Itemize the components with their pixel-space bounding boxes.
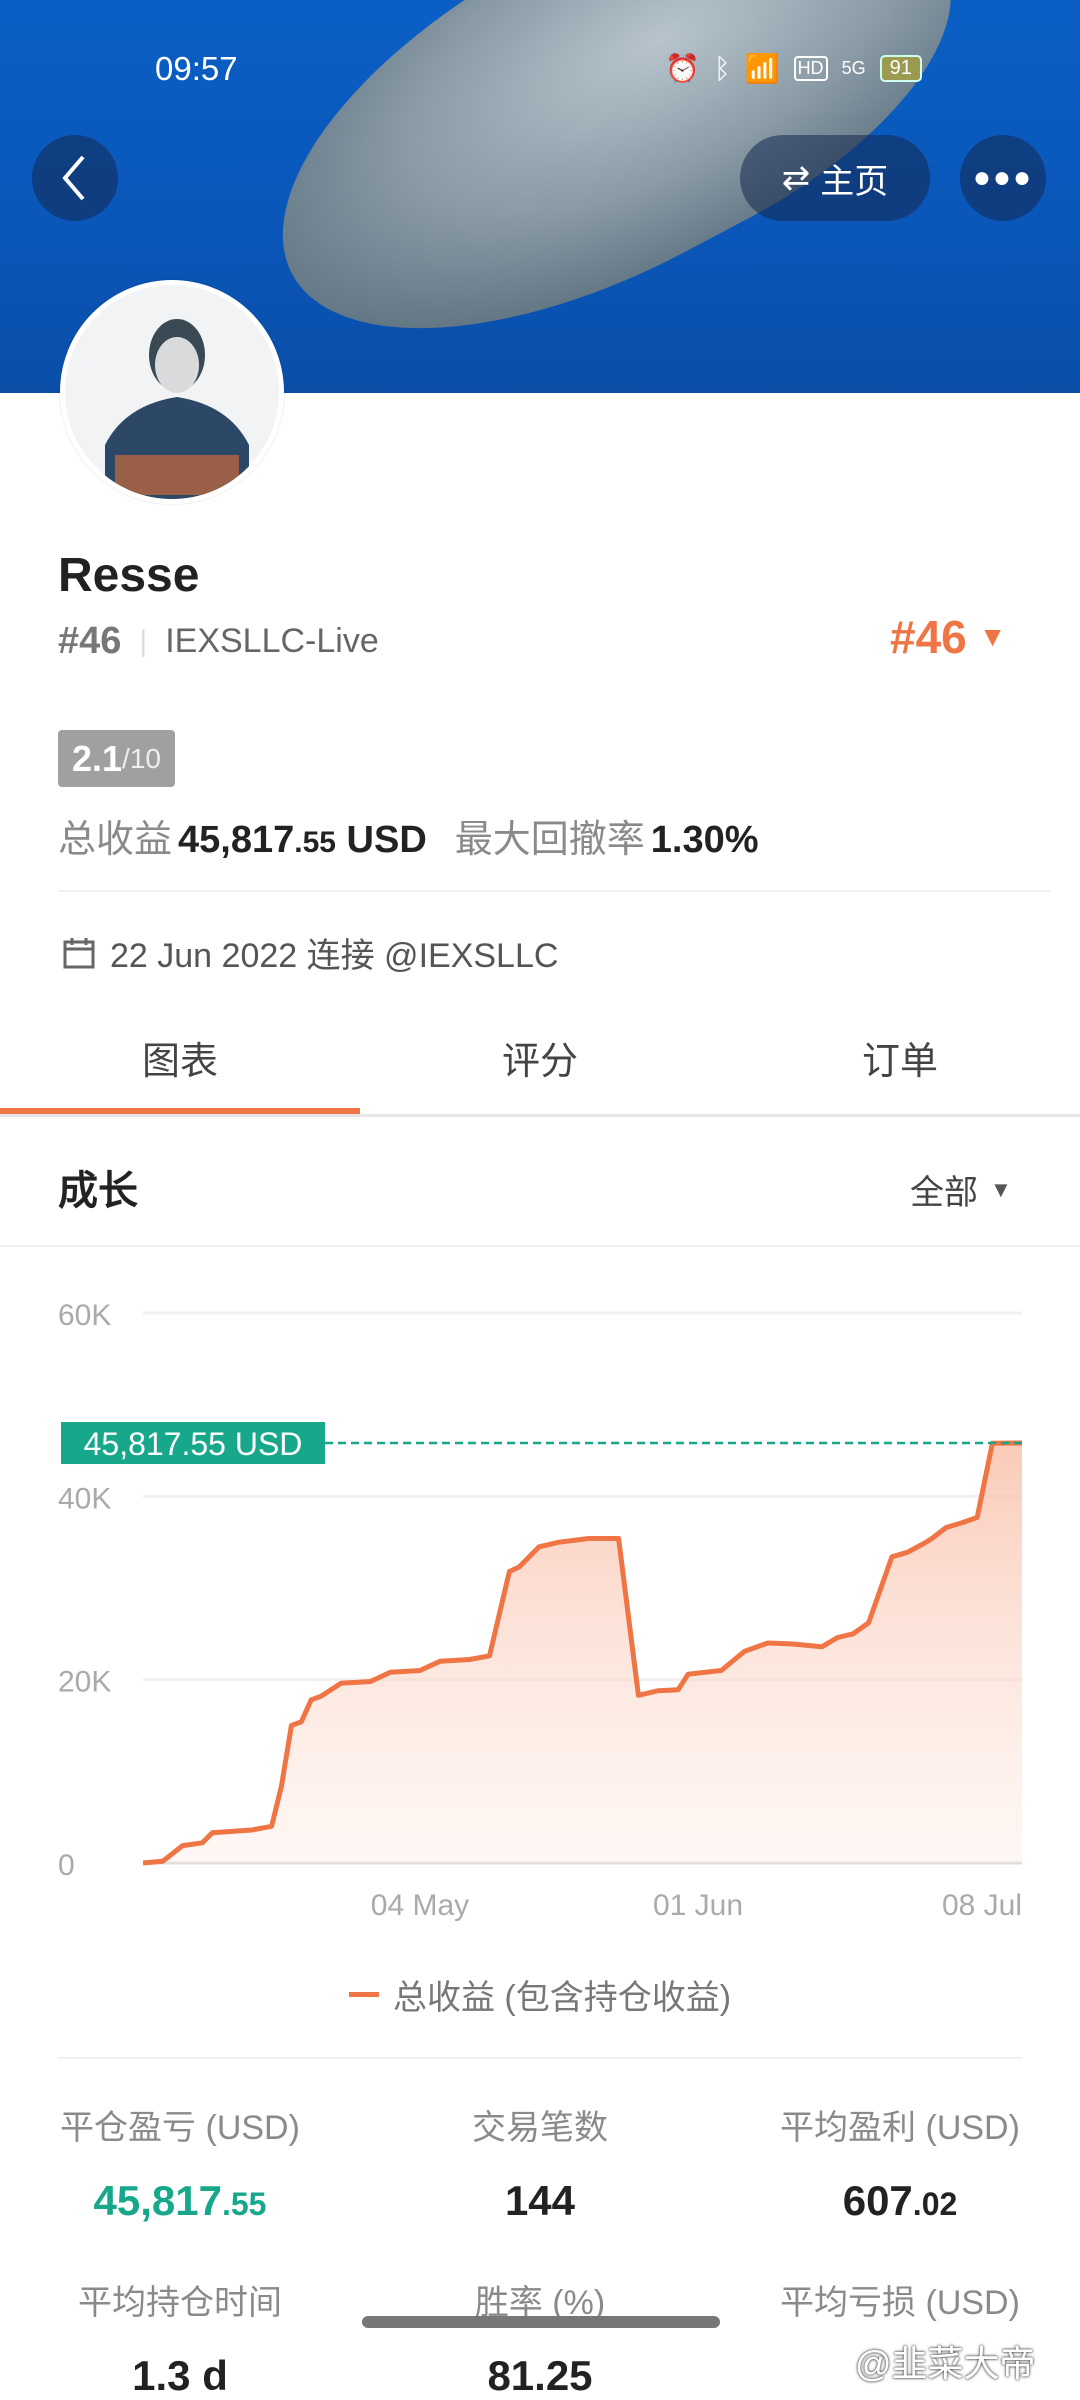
total-dec: .55 [294, 826, 336, 859]
stats-divider [58, 2057, 1022, 2059]
range-dropdown[interactable]: 全部 ▼ [910, 1165, 1012, 1214]
stat-value: 81.25 [360, 2352, 720, 2400]
stat-label: 交易笔数 [472, 2109, 608, 2147]
x-tick-label: 04 May [371, 1889, 469, 1922]
y-tick-label: 40K [58, 1482, 111, 1515]
avatar-image [105, 319, 249, 499]
trader-name: Resse [58, 549, 200, 602]
status-icons: ⏰ ᛒ 📶 HD 5G 91 [665, 52, 922, 85]
tabs-divider [0, 1114, 1080, 1117]
score-badge: 2.1 /10 [58, 730, 175, 787]
x-tick-label: 08 Jul [942, 1889, 1022, 1922]
y-tick-label: 20K [58, 1666, 111, 1699]
tab-chart[interactable]: 图表 [141, 1041, 218, 1083]
hd-icon: HD [793, 56, 828, 81]
legend-swatch [348, 1992, 379, 1997]
status-time: 09:57 [155, 50, 238, 87]
tab-rating[interactable]: 评分 [501, 1041, 578, 1083]
current-value-label: 45,817.55 USD [84, 1426, 303, 1462]
stat-dec: .55 [221, 2186, 267, 2222]
tab-orders[interactable]: 订单 [861, 1041, 938, 1083]
stat-dec: .02 [912, 2186, 958, 2222]
more-button[interactable]: ●●● [960, 135, 1046, 221]
score-max: /10 [122, 742, 161, 774]
range-value: 全部 [910, 1174, 978, 1212]
signal-icon: 5G [841, 58, 866, 78]
total-unit: USD [335, 819, 427, 861]
summary-row: 总收益 45,817 .55 USD 最大回撤率 1.30% [58, 808, 759, 863]
home-label: 主页 [820, 162, 889, 201]
total-int: 45,817 [178, 819, 295, 861]
stat-value: 607.02 [720, 2177, 1080, 2225]
stat-value: 144 [360, 2177, 720, 2225]
rank-value: #46 [890, 611, 967, 663]
x-tick-label: 01 Jun [653, 1889, 743, 1922]
total-label: 总收益 [58, 819, 173, 861]
stat-item: 平均持仓时间 1.3 d [0, 2275, 360, 2400]
current-value-badge [61, 1422, 325, 1465]
account-name: IEXSLLC-Live [165, 622, 379, 660]
score-value: 2.1 [72, 737, 123, 779]
drawdown-value: 1.30% [650, 819, 759, 861]
divider [58, 890, 1050, 892]
back-button[interactable] [32, 135, 118, 221]
stat-int: 81.25 [487, 2352, 593, 2399]
stat-value: 1.3 d [0, 2352, 360, 2400]
stat-int: 45,817 [93, 2177, 222, 2224]
stat-label: 胜率 (%) [474, 2284, 606, 2322]
tab-indicator [0, 1108, 360, 1114]
rank-dropdown[interactable]: #46 ▼ [890, 610, 1006, 664]
bluetooth-icon: ᛒ [713, 52, 731, 84]
account-row: #46 | IEXSLLC-Live [58, 620, 379, 663]
stat-item: 胜率 (%) 81.25 [360, 2275, 720, 2400]
swap-icon: ⇄ [781, 159, 811, 197]
connected-text: 22 Jun 2022 连接 @IEXSLLC [110, 937, 559, 975]
calendar-icon [63, 937, 95, 968]
more-dots-icon: ●●● [972, 161, 1034, 194]
watermark: @韭菜大帝 [855, 2343, 1036, 2384]
caret-down-icon: ▼ [978, 621, 1007, 652]
wifi-icon: 📶 [744, 53, 780, 84]
area-fill [143, 1443, 1022, 1863]
home-button[interactable]: ⇄ 主页 [740, 135, 930, 221]
stat-int: 144 [504, 2177, 576, 2224]
separator: | [139, 624, 148, 658]
stat-item: 交易笔数 144 [360, 2100, 720, 2225]
chevron-left-icon [62, 155, 85, 201]
series-line [142, 1440, 1023, 1866]
y-tick-label: 0 [58, 1849, 75, 1882]
battery-icon: 91 [879, 55, 922, 82]
y-tick-label: 60K [58, 1299, 111, 1332]
legend-label: 总收益 (包含持仓收益) [392, 1979, 732, 2017]
stat-label: 平均亏损 (USD) [780, 2284, 1020, 2322]
rank: #46 [58, 620, 122, 662]
stat-item: 平仓盈亏 (USD) 45,817.55 [0, 2100, 360, 2225]
section-title: 成长 [58, 1169, 138, 1213]
stat-int: 607 [842, 2177, 913, 2224]
stat-value: 45,817.55 [0, 2177, 360, 2225]
caret-down-icon: ▼ [990, 1176, 1012, 1202]
avatar[interactable] [60, 280, 284, 504]
chart-legend: 总收益 (包含持仓收益) [0, 1970, 1080, 2019]
stat-int: 1.3 d [132, 2352, 228, 2399]
connected-row: 22 Jun 2022 连接 @IEXSLLC [62, 928, 558, 977]
stat-label: 平均盈利 (USD) [780, 2109, 1020, 2147]
home-indicator[interactable] [362, 2316, 720, 2328]
stat-item: 平均亏损 (USD) [720, 2275, 1080, 2352]
alarm-icon: ⏰ [665, 53, 700, 84]
stat-item: 平均盈利 (USD) 607.02 [720, 2100, 1080, 2225]
stat-label: 平仓盈亏 (USD) [60, 2109, 300, 2147]
growth-chart: 0 20K 40K 60K 45,817.55 USD 04 May 01 Jun 08 Ju… [58, 1299, 1023, 1922]
section-divider [0, 1245, 1080, 1247]
stat-label: 平均持仓时间 [78, 2284, 282, 2322]
drawdown-label: 最大回撤率 [454, 819, 645, 861]
